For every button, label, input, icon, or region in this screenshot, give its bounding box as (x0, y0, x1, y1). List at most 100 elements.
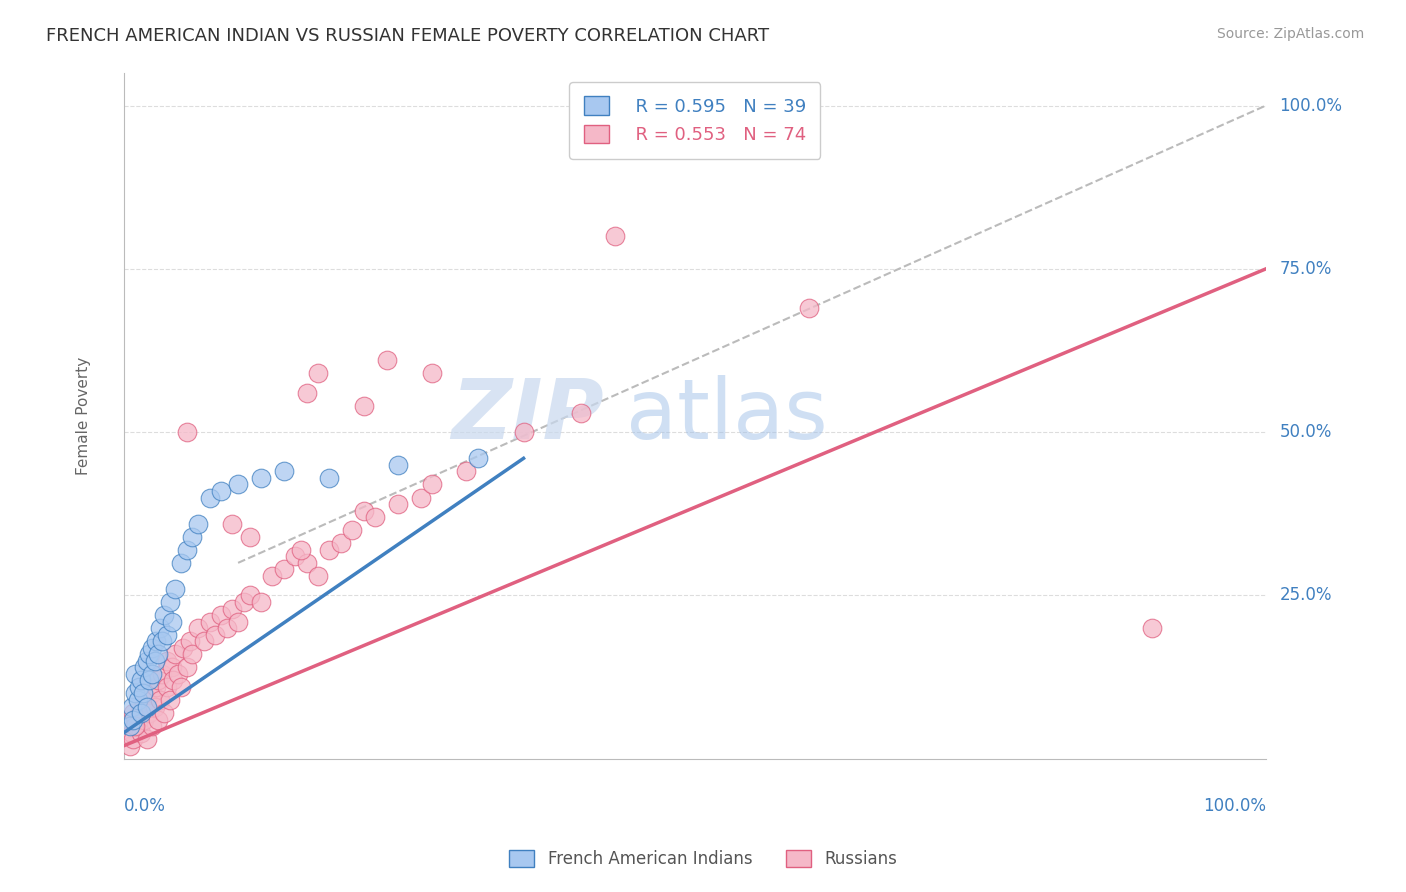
Point (146, 713, 169, 727)
Point (295, 556, 318, 570)
Point (146, 647, 169, 661)
Point (150, 666, 173, 681)
Text: 25.0%: 25.0% (1279, 587, 1331, 605)
Point (456, 464, 478, 478)
Point (204, 628, 226, 642)
Point (122, 706, 145, 720)
Point (250, 595, 273, 609)
Text: 100.0%: 100.0% (1202, 797, 1265, 814)
Point (134, 660, 156, 674)
Point (134, 713, 156, 727)
Point (124, 713, 146, 727)
Point (138, 647, 160, 661)
Point (149, 621, 172, 635)
Point (122, 732, 145, 747)
Point (176, 660, 198, 674)
Point (797, 301, 820, 315)
Point (135, 699, 157, 714)
Point (284, 549, 307, 564)
Point (160, 660, 183, 674)
Point (135, 654, 157, 668)
Point (129, 706, 152, 720)
Point (375, 353, 398, 368)
Point (353, 503, 375, 517)
Point (262, 569, 284, 583)
Point (221, 516, 243, 531)
Point (603, 229, 626, 244)
Point (156, 628, 179, 642)
Text: Source: ZipAtlas.com: Source: ZipAtlas.com (1216, 27, 1364, 41)
Point (141, 666, 163, 681)
Point (238, 530, 260, 544)
Point (215, 621, 238, 635)
Point (124, 666, 146, 681)
Point (467, 451, 489, 466)
Point (295, 386, 318, 401)
Point (329, 536, 352, 550)
Point (141, 686, 163, 700)
Point (143, 654, 166, 668)
Point (409, 491, 432, 505)
Point (250, 471, 273, 485)
Point (187, 621, 209, 635)
Point (193, 634, 215, 648)
Point (290, 542, 312, 557)
Point (127, 719, 149, 733)
Point (353, 399, 375, 413)
Legend:   R = 0.595   N = 39,   R = 0.553   N = 74: R = 0.595 N = 39, R = 0.553 N = 74 (569, 82, 820, 159)
Point (156, 654, 179, 668)
Point (420, 367, 443, 381)
Point (153, 706, 176, 720)
Point (307, 569, 329, 583)
Point (387, 497, 409, 511)
Point (149, 693, 172, 707)
Point (420, 477, 443, 491)
Point (121, 725, 143, 739)
Point (176, 542, 198, 557)
Point (221, 601, 243, 615)
Point (146, 673, 169, 688)
Point (135, 732, 157, 747)
Point (145, 634, 167, 648)
Point (143, 699, 166, 714)
Legend: French American Indians, Russians: French American Indians, Russians (502, 843, 904, 875)
Text: 100.0%: 100.0% (1279, 96, 1343, 115)
Point (181, 647, 204, 661)
Point (138, 706, 160, 720)
Point (176, 425, 198, 440)
Point (318, 471, 340, 485)
Point (364, 510, 387, 524)
Text: 0.0%: 0.0% (124, 797, 166, 814)
Point (132, 699, 155, 714)
Point (165, 582, 187, 596)
Point (150, 634, 173, 648)
Point (273, 464, 295, 478)
Point (124, 719, 146, 733)
Point (172, 640, 194, 655)
Text: Female Poverty: Female Poverty (76, 357, 91, 475)
Point (141, 719, 163, 733)
Text: 75.0%: 75.0% (1279, 260, 1331, 278)
Point (141, 640, 163, 655)
Point (226, 477, 249, 491)
Point (153, 608, 176, 623)
Point (121, 699, 143, 714)
Point (179, 634, 201, 648)
Point (118, 719, 141, 733)
Text: 50.0%: 50.0% (1279, 423, 1331, 442)
Point (387, 458, 409, 472)
Text: ZIP: ZIP (451, 376, 603, 457)
Point (232, 595, 254, 609)
Point (342, 523, 364, 537)
Point (162, 673, 184, 688)
Point (181, 530, 204, 544)
Text: atlas: atlas (626, 376, 828, 457)
Point (170, 556, 193, 570)
Point (128, 680, 150, 694)
Point (160, 615, 183, 629)
Text: FRENCH AMERICAN INDIAN VS RUSSIAN FEMALE POVERTY CORRELATION CHART: FRENCH AMERICAN INDIAN VS RUSSIAN FEMALE… (46, 27, 769, 45)
Point (122, 713, 145, 727)
Point (226, 615, 249, 629)
Point (170, 680, 193, 694)
Point (124, 686, 146, 700)
